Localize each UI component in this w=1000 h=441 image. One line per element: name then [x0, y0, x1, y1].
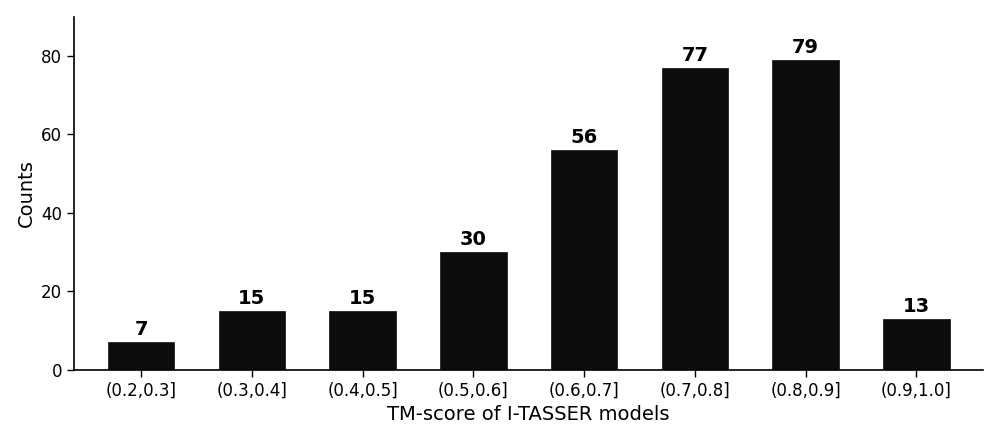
Text: 7: 7 — [134, 320, 148, 340]
Text: 15: 15 — [349, 289, 376, 308]
Bar — [883, 319, 950, 370]
Text: 77: 77 — [681, 45, 708, 64]
Y-axis label: Counts: Counts — [17, 159, 36, 227]
X-axis label: TM-score of I-TASSER models: TM-score of I-TASSER models — [387, 405, 670, 424]
Bar — [329, 311, 396, 370]
Bar — [772, 60, 839, 370]
Bar — [551, 150, 617, 370]
Bar — [440, 252, 507, 370]
Bar — [108, 343, 174, 370]
Bar — [219, 311, 285, 370]
Text: 30: 30 — [460, 230, 487, 249]
Text: 15: 15 — [238, 289, 265, 308]
Bar — [662, 68, 728, 370]
Text: 56: 56 — [571, 128, 598, 147]
Text: 79: 79 — [792, 38, 819, 57]
Text: 13: 13 — [903, 297, 930, 316]
